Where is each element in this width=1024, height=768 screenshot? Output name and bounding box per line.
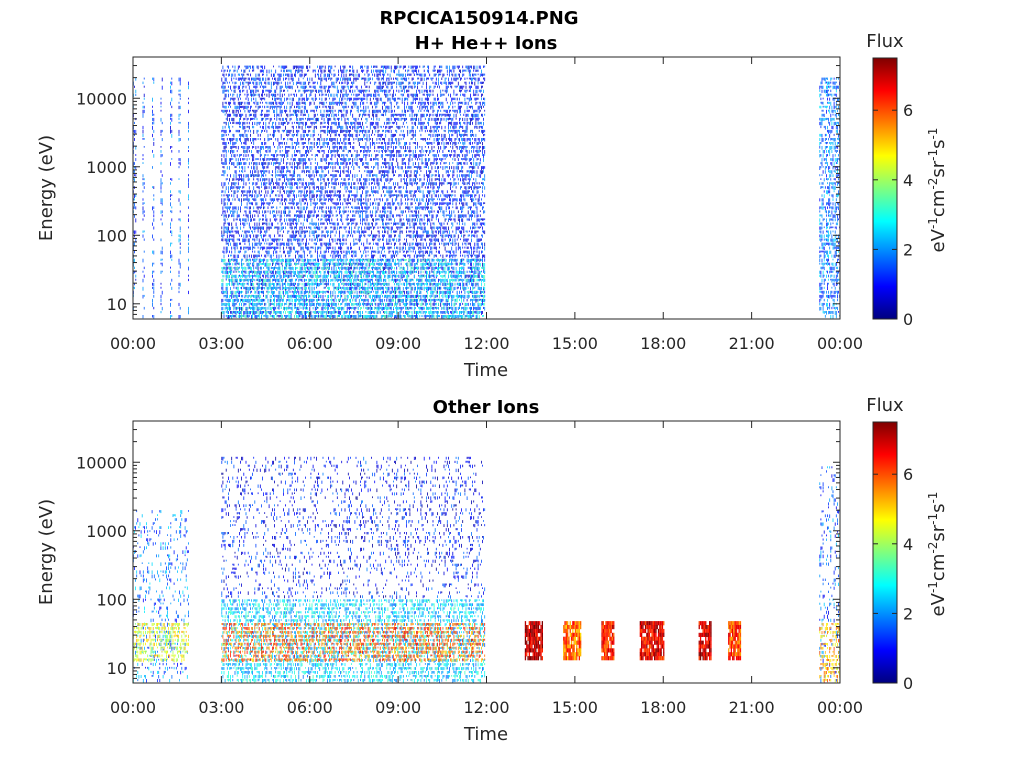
x-tick-label: 21:00 [729,698,775,717]
panel-other-ions: Other Ions 10 100 1000 10000 00:00 03:00 06:0… [36,395,949,745]
y-axis: 10 100 1000 10000 [76,420,840,684]
figure-title: RPCICA150914.PNG [379,8,578,29]
colorbar-unit-label: eV-1cm-2sr-1s-1 [926,492,949,617]
x-tick-label: 00:00 [817,334,863,353]
panel-title: Other Ions [433,397,540,418]
colorbar [873,58,897,319]
x-tick-label: 12:00 [463,334,509,353]
x-tick-label: 12:00 [463,698,509,717]
x-tick-label: 06:00 [287,334,333,353]
colorbar-ticks: 0 2 4 6 [873,465,913,693]
y-tick-label: 10 [107,659,127,678]
colorbar-tick-label: 2 [903,604,913,623]
x-axis-label: Time [463,724,508,745]
colorbar-tick-label: 4 [903,535,913,554]
colorbar-label: eV-1cm-2sr-1s-1 [926,492,949,617]
flux-band-1 [133,77,189,319]
flux-band-5 [221,623,486,663]
colorbar-tick-label: 2 [903,240,913,259]
colorbar-title: Flux [866,31,904,52]
flux-band-8 [601,621,615,661]
x-axis-label: Time [463,360,508,381]
x-axis: 00:00 03:00 06:00 09:00 12:00 15:00 18:00 21:00… [110,57,863,353]
y-axis-label: Energy (eV) [36,499,57,605]
y-tick-label: 100 [96,590,127,609]
x-tick-label: 06:00 [287,698,333,717]
flux-band-11 [728,621,742,661]
panel-title: H+ He++ Ions [415,33,558,54]
x-tick-label: 18:00 [640,698,686,717]
x-tick-label: 09:00 [375,334,421,353]
x-tick-label: 00:00 [817,698,863,717]
colorbar-ticks: 0 2 4 6 [873,101,913,329]
y-tick-label: 10000 [76,89,127,108]
flux-band-7 [563,621,582,661]
flux-band-2 [133,623,189,663]
colorbar-label: eV-1cm-2sr-1s-1 [926,128,949,253]
y-tick-label: 1000 [86,158,127,177]
x-tick-label: 03:00 [198,334,244,353]
colorbar-tick-label: 0 [903,310,913,329]
flux-band-2 [221,65,486,319]
y-tick-label: 10000 [76,453,127,472]
x-tick-label: 18:00 [640,334,686,353]
colorbar-title: Flux [866,395,904,416]
y-axis-label: Energy (eV) [36,135,57,241]
y-tick-label: 10 [107,295,127,314]
x-tick-label: 09:00 [375,698,421,717]
flux-band-9 [639,621,665,661]
colorbar-tick-label: 6 [903,101,913,120]
x-tick-label: 00:00 [110,698,156,717]
flux-band-3 [221,456,486,600]
colorbar-tick-label: 4 [903,171,913,190]
x-tick-label: 03:00 [198,698,244,717]
x-tick-label: 15:00 [552,698,598,717]
spectrogram-data [133,65,840,319]
x-axis: 00:00 03:00 06:00 09:00 12:00 15:00 18:00 21:00… [110,421,863,717]
colorbar-frame [872,57,898,320]
x-tick-label: 15:00 [552,334,598,353]
colorbar-tick-label: 6 [903,465,913,484]
colorbar [873,422,897,683]
y-tick-label: 100 [96,226,127,245]
flux-band-6 [524,621,543,661]
x-tick-label: 00:00 [110,334,156,353]
y-axis: 10 100 1000 10000 [76,56,840,320]
colorbar-unit-label: eV-1cm-2sr-1s-1 [926,128,949,253]
x-tick-label: 21:00 [729,334,775,353]
flux-band-3 [221,259,486,319]
flux-band-4 [221,599,486,683]
spectrogram-data [133,456,840,683]
colorbar-frame [872,421,898,684]
y-tick-label: 1000 [86,522,127,541]
flux-band-1 [133,510,189,683]
colorbar-tick-label: 0 [903,674,913,693]
flux-band-13 [819,623,840,683]
flux-band-10 [698,621,712,661]
